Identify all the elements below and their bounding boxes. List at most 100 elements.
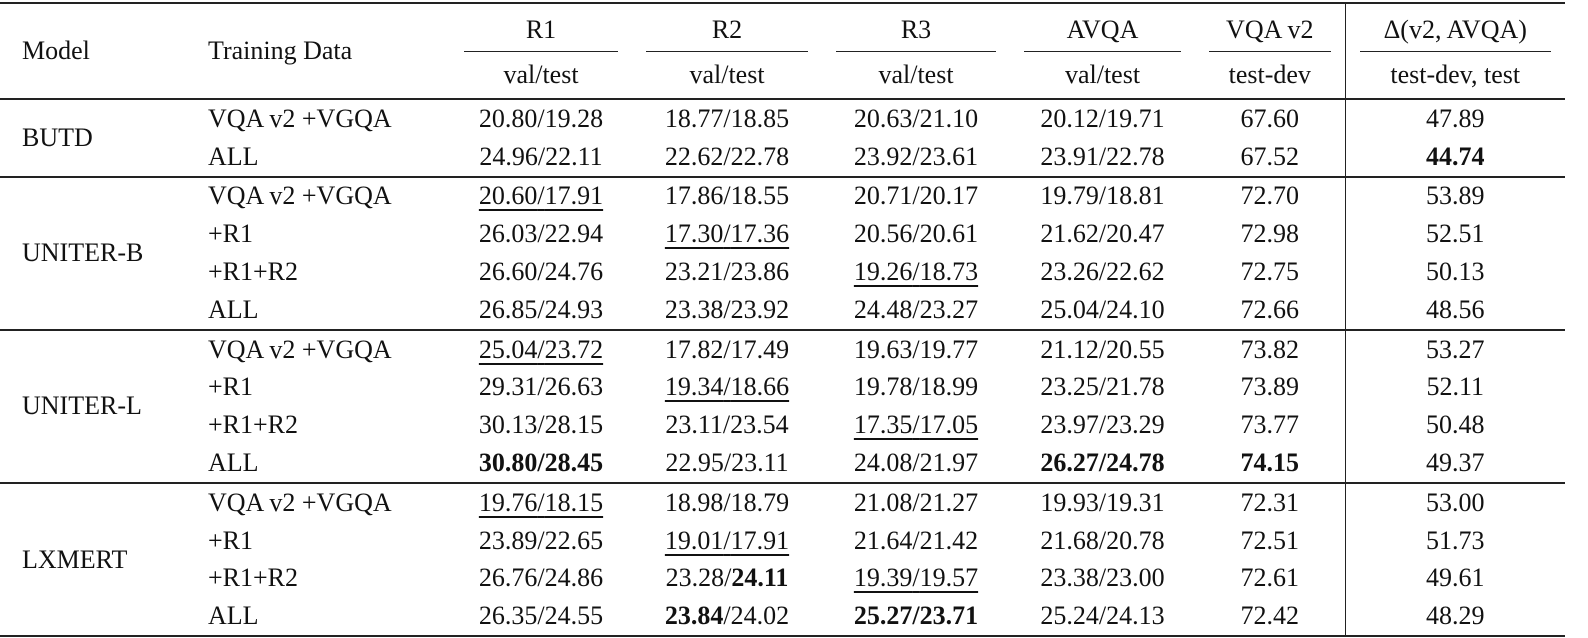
- test-score: 18.66: [730, 372, 790, 402]
- test-score: 22.11: [545, 141, 603, 171]
- table-row: +R1 29.31/26.63 19.34/18.66 19.78/18.99 23.2…: [0, 368, 1565, 407]
- separator: /: [1098, 294, 1107, 324]
- test-score: 28.45: [544, 448, 604, 478]
- split-r1: val/test: [503, 60, 579, 89]
- table-cell: 72.75: [1195, 253, 1345, 291]
- table-cell: 74.15: [1195, 444, 1345, 483]
- val-score: 29.31: [478, 372, 538, 402]
- score: 52.51: [1426, 219, 1485, 249]
- training-data: ALL: [208, 141, 259, 171]
- separator: /: [723, 141, 731, 171]
- val-score: 25.04: [478, 334, 538, 364]
- val-score: 17.30: [664, 219, 724, 249]
- table-cell: 23.11/23.54: [632, 406, 822, 444]
- val-score: 23.38: [1040, 563, 1099, 593]
- score: 72.51: [1240, 525, 1300, 555]
- score: 49.37: [1426, 448, 1485, 478]
- header-r2: R2: [646, 15, 808, 52]
- table-cell: 24.08/21.97: [822, 444, 1010, 483]
- test-score: 18.79: [730, 487, 790, 517]
- test-score: 18.85: [730, 103, 790, 133]
- test-score: 23.61: [919, 141, 979, 171]
- val-score: 23.28: [665, 563, 725, 593]
- table-cell: 23.26/22.62: [1010, 253, 1195, 291]
- test-score: 23.72: [544, 334, 604, 364]
- score: 51.73: [1426, 525, 1485, 555]
- test-score: 23.29: [1106, 410, 1165, 440]
- table-row: ALL 24.96/22.11 22.62/22.78 23.92/23.61 23.9…: [0, 137, 1565, 177]
- table-cell: 19.79/18.81: [1010, 177, 1195, 216]
- test-score: 18.99: [919, 372, 979, 402]
- table-cell: 20.56/20.61: [822, 215, 1010, 253]
- score: 73.82: [1240, 334, 1300, 364]
- table-cell: 24.48/23.27: [822, 291, 1010, 330]
- val-score: 30.80: [478, 448, 538, 478]
- val-score: 18.98: [664, 487, 724, 517]
- separator: /: [1098, 103, 1107, 133]
- table-cell: 26.85/24.93: [450, 291, 632, 330]
- separator: /: [537, 141, 546, 171]
- test-score: 20.55: [1106, 334, 1165, 364]
- table-cell: 21.62/20.47: [1010, 215, 1195, 253]
- separator: /: [912, 181, 920, 211]
- table-cell: 50.48: [1344, 406, 1565, 445]
- table-cell: 23.25/21.78: [1010, 369, 1195, 407]
- test-score: 23.54: [730, 410, 789, 440]
- table-cell: 25.04/23.72: [450, 330, 632, 369]
- table-cell: 73.82: [1195, 330, 1345, 369]
- separator: /: [537, 563, 545, 593]
- table-cell: 30.13/28.15: [450, 406, 632, 444]
- test-score: 22.62: [1106, 257, 1165, 287]
- val-score: 21.62: [1040, 219, 1099, 249]
- score: 52.11: [1426, 372, 1485, 402]
- header-delta: Δ(v2, AVQA): [1359, 15, 1551, 52]
- table-cell: 23.91/22.78: [1010, 138, 1195, 177]
- table-cell: 26.60/24.76: [450, 253, 632, 291]
- test-score: 24.76: [544, 257, 604, 287]
- table-row: ALL 26.35/24.55 23.84/24.02 25.27/23.71 25.2…: [0, 597, 1565, 637]
- table-cell: 23.38/23.92: [632, 291, 822, 330]
- model-name: LXMERT: [22, 544, 128, 574]
- table-row: +R1 23.89/22.65 19.01/17.91 21.64/21.42 21.6…: [0, 521, 1565, 560]
- separator: /: [537, 372, 545, 402]
- val-score: 21.12: [1040, 334, 1099, 364]
- separator: /: [912, 448, 920, 478]
- subheader-row: val/test val/test val/test val/test test…: [0, 52, 1565, 99]
- test-score: 18.15: [544, 487, 604, 517]
- table-cell: 17.30/17.36: [632, 215, 822, 253]
- test-score: 23.00: [1106, 563, 1165, 593]
- model-name: UNITER-B: [22, 238, 144, 268]
- table-cell: 53.00: [1344, 482, 1565, 522]
- test-score: 24.10: [1106, 294, 1165, 324]
- table-cell: 53.89: [1344, 176, 1565, 216]
- training-data: +R1+R2: [208, 563, 299, 593]
- separator: /: [1098, 219, 1107, 249]
- training-data: +R1+R2: [208, 410, 299, 440]
- test-score: 22.65: [544, 525, 604, 555]
- table-cell: 21.12/20.55: [1010, 330, 1195, 369]
- table-cell: 20.12/19.71: [1010, 99, 1195, 138]
- val-score: 26.76: [478, 563, 538, 593]
- table-row: LXMERT VQA v2 +VGQA 19.76/18.15 18.98/18.79…: [0, 482, 1565, 574]
- test-score: 22.94: [544, 219, 604, 249]
- header-r3: R3: [836, 15, 996, 52]
- separator: /: [912, 219, 920, 249]
- table-cell: 23.21/23.86: [632, 253, 822, 291]
- score: 72.75: [1240, 257, 1300, 287]
- table-cell: 48.29: [1344, 597, 1565, 637]
- val-score: 23.89: [478, 525, 538, 555]
- training-data: +R1: [208, 372, 254, 402]
- score: 74.15: [1240, 448, 1300, 478]
- table-cell: 19.76/18.15: [450, 483, 632, 522]
- val-score: 26.60: [478, 257, 538, 287]
- split-r2: val/test: [689, 60, 765, 89]
- val-score: 21.64: [853, 525, 913, 555]
- val-score: 20.60: [478, 181, 538, 211]
- test-score: 24.11: [731, 563, 789, 593]
- score: 72.98: [1240, 219, 1300, 249]
- table-cell: 23.92/23.61: [822, 138, 1010, 177]
- separator: /: [723, 103, 731, 133]
- test-score: 18.81: [1106, 181, 1165, 211]
- table-cell: 72.98: [1195, 215, 1345, 253]
- table-cell: 73.77: [1195, 406, 1345, 444]
